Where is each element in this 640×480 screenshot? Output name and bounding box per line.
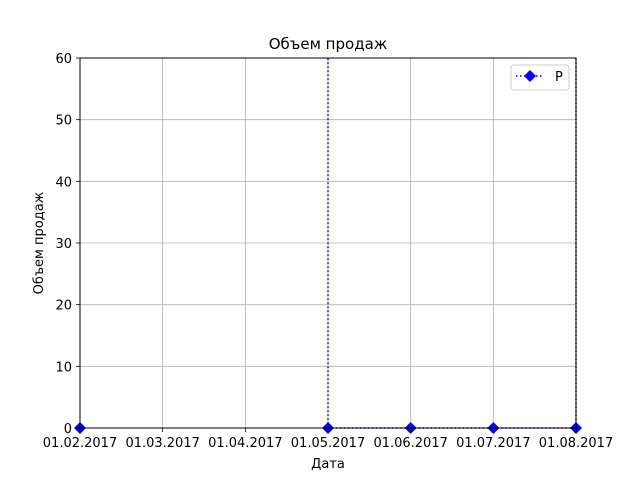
x-tick-label: 01.05.2017 bbox=[291, 436, 365, 451]
legend-marker bbox=[524, 70, 536, 82]
legend-label: Р bbox=[555, 70, 563, 85]
y-tick-label: 40 bbox=[55, 175, 72, 190]
ticks: 01.02.2017 01.03.2017 01.04.2017 01.05.2017… bbox=[43, 52, 613, 451]
legend: Р bbox=[510, 64, 570, 91]
y-tick-label: 10 bbox=[55, 360, 72, 375]
y-axis-label: Объем продаж bbox=[32, 191, 47, 294]
y-tick-label: 30 bbox=[55, 237, 72, 252]
x-tick-label: 01.07.2017 bbox=[456, 436, 530, 451]
y-tick-label: 20 bbox=[55, 299, 72, 314]
x-tick-label: 01.03.2017 bbox=[125, 436, 199, 451]
x-tick-label: 01.02.2017 bbox=[43, 436, 117, 451]
y-tick-label: 60 bbox=[55, 52, 72, 67]
x-tick-label: 01.04.2017 bbox=[208, 436, 282, 451]
x-tick-label: 01.08.2017 bbox=[539, 436, 613, 451]
legend-box bbox=[510, 64, 570, 91]
y-tick-label: 0 bbox=[64, 422, 72, 437]
x-axis-label: Дата bbox=[311, 457, 345, 472]
chart-title: Объем продаж bbox=[269, 35, 388, 53]
x-tick-label: 01.06.2017 bbox=[373, 436, 447, 451]
y-tick-label: 50 bbox=[55, 114, 72, 129]
